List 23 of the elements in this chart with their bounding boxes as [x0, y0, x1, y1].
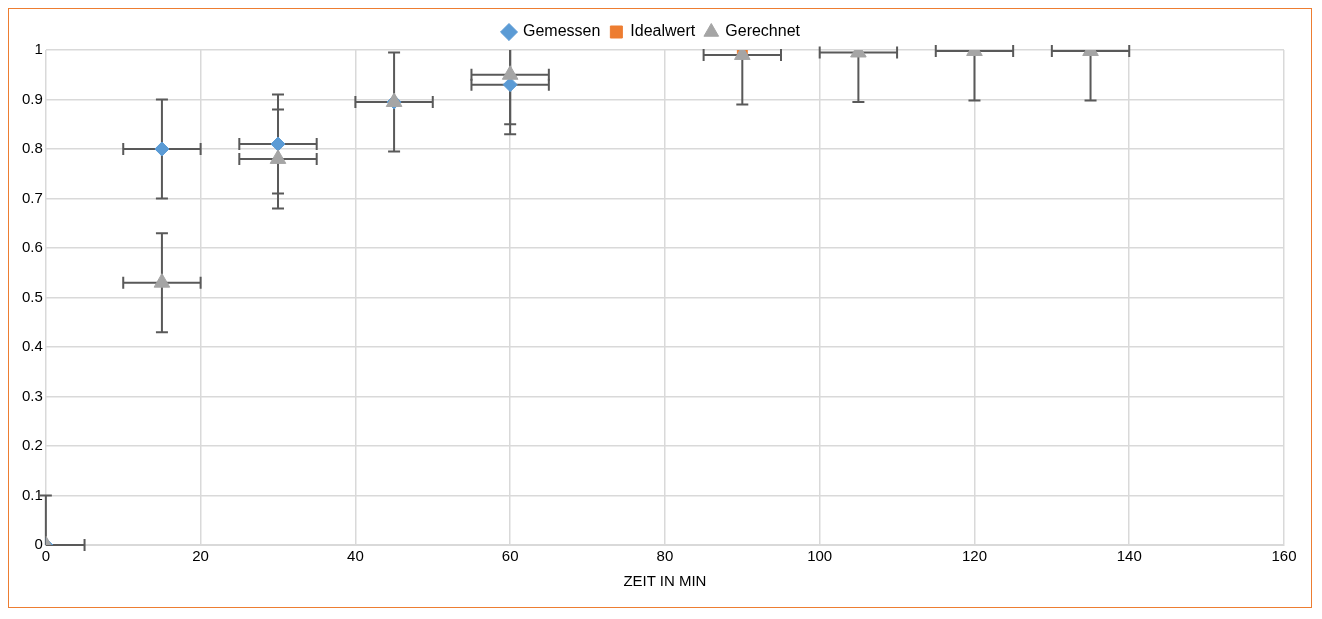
y-tick-label: 0.7 — [21, 188, 43, 206]
x-tick-label: 100 — [807, 547, 833, 565]
y-tick-label: 0.2 — [21, 436, 43, 454]
y-tick-label: 1 — [34, 40, 43, 58]
x-tick-label: 80 — [656, 547, 674, 565]
y-tick-label: 0.6 — [21, 238, 43, 256]
y-tick-label: 0.1 — [21, 485, 43, 503]
x-tick-label: 140 — [1116, 547, 1142, 565]
legend-label: Gemessen — [523, 22, 601, 40]
y-tick-label: 0 — [34, 535, 43, 553]
x-axis-title: ZEIT IN MIN — [623, 572, 707, 590]
x-tick-label: 60 — [501, 547, 519, 565]
x-tick-label: 120 — [961, 547, 987, 565]
y-tick-label: 0.4 — [21, 337, 43, 355]
x-tick-label: 20 — [192, 547, 209, 565]
y-tick-label: 0.5 — [21, 287, 43, 305]
legend-label: Idealwert — [630, 22, 696, 40]
x-tick-label: 160 — [1271, 547, 1297, 565]
legend-label: Gerechnet — [725, 22, 801, 40]
y-tick-label: 0.9 — [21, 89, 43, 107]
x-tick-label: 40 — [347, 547, 364, 565]
y-tick-label: 0.8 — [21, 139, 43, 157]
y-tick-label: 0.3 — [21, 386, 43, 404]
